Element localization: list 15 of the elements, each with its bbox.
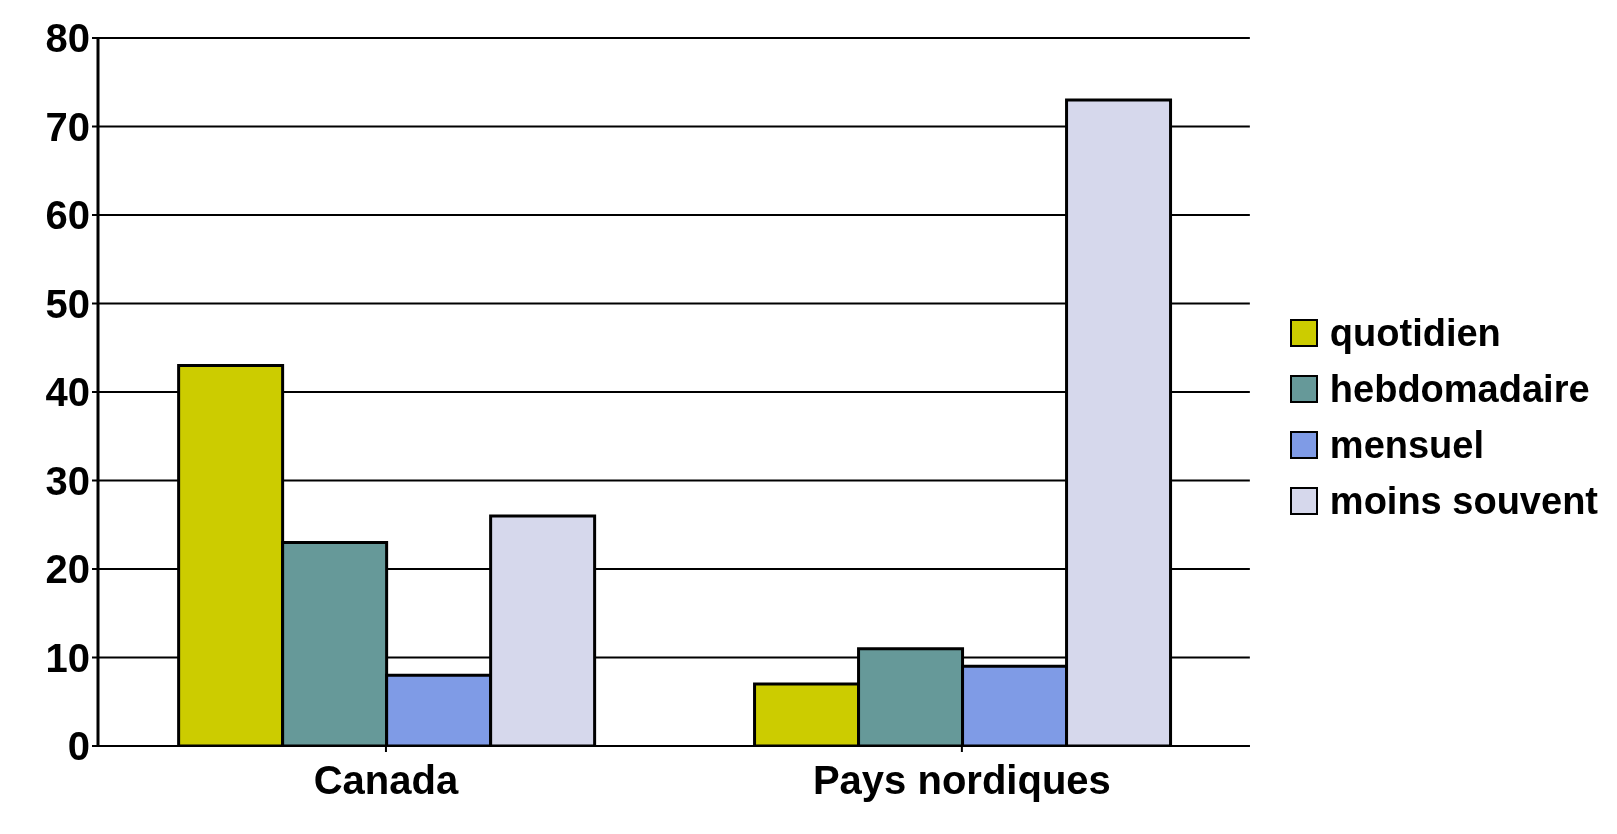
y-tick-label: 30 (45, 458, 90, 503)
y-tick-label: 70 (45, 104, 90, 149)
legend-label: quotidien (1329, 311, 1501, 356)
x-tick-label: Pays nordiques (812, 758, 1111, 803)
y-tick-label: 10 (45, 635, 90, 680)
y-tick-label: 80 (45, 16, 90, 61)
legend-label: mensuel (1329, 423, 1485, 468)
legend-label: moins souvent (1329, 479, 1598, 524)
y-tick-label: 50 (45, 281, 90, 326)
y-tick-label: 0 (67, 724, 90, 769)
y-tick-label: 60 (45, 193, 90, 238)
x-tick-label: Canada (313, 758, 459, 803)
y-tick-label: 40 (45, 370, 90, 415)
legend-label: hebdomadaire (1329, 367, 1590, 412)
y-tick-label: 20 (45, 547, 90, 592)
